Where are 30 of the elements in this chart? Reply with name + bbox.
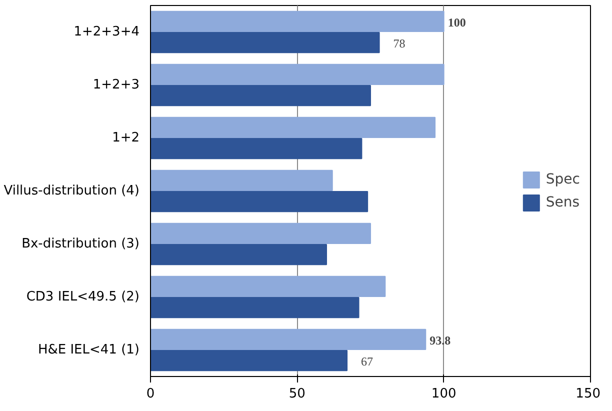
y-tick-label: Bx-distribution (3) [22, 236, 140, 252]
y-tick-label: CD3 IEL<49.5 (2) [26, 290, 140, 304]
bar [150, 222, 371, 244]
legend-label: Spec [546, 171, 580, 187]
y-tick-label: Villus-distribution (4) [4, 184, 140, 198]
y-tick-label: 1+2 [112, 130, 140, 146]
y-tick-label: H&E IEL<41 (1) [38, 342, 140, 358]
bar [150, 276, 386, 297]
bar [150, 328, 426, 350]
bar [150, 10, 444, 32]
x-tick-label: 0 [146, 386, 155, 402]
bar [150, 170, 333, 191]
data-label: 100 [448, 15, 466, 30]
bar [150, 116, 436, 138]
bar [150, 297, 360, 318]
bar [150, 85, 371, 106]
x-tick-label: 150 [576, 386, 601, 402]
bar [150, 138, 362, 160]
y-tick-label: 1+2+3+4 [74, 24, 140, 40]
x-tick-label: 50 [288, 386, 306, 402]
bar [150, 350, 348, 372]
data-label: 67 [361, 354, 374, 369]
y-tick-label: 1+2+3 [92, 78, 140, 92]
x-tick-label: 100 [431, 386, 456, 402]
bar [150, 244, 327, 266]
bar [150, 32, 380, 54]
legend-label: Sens [546, 194, 580, 210]
bar [150, 64, 444, 85]
data-label: 78 [393, 36, 406, 51]
bar [150, 191, 368, 212]
